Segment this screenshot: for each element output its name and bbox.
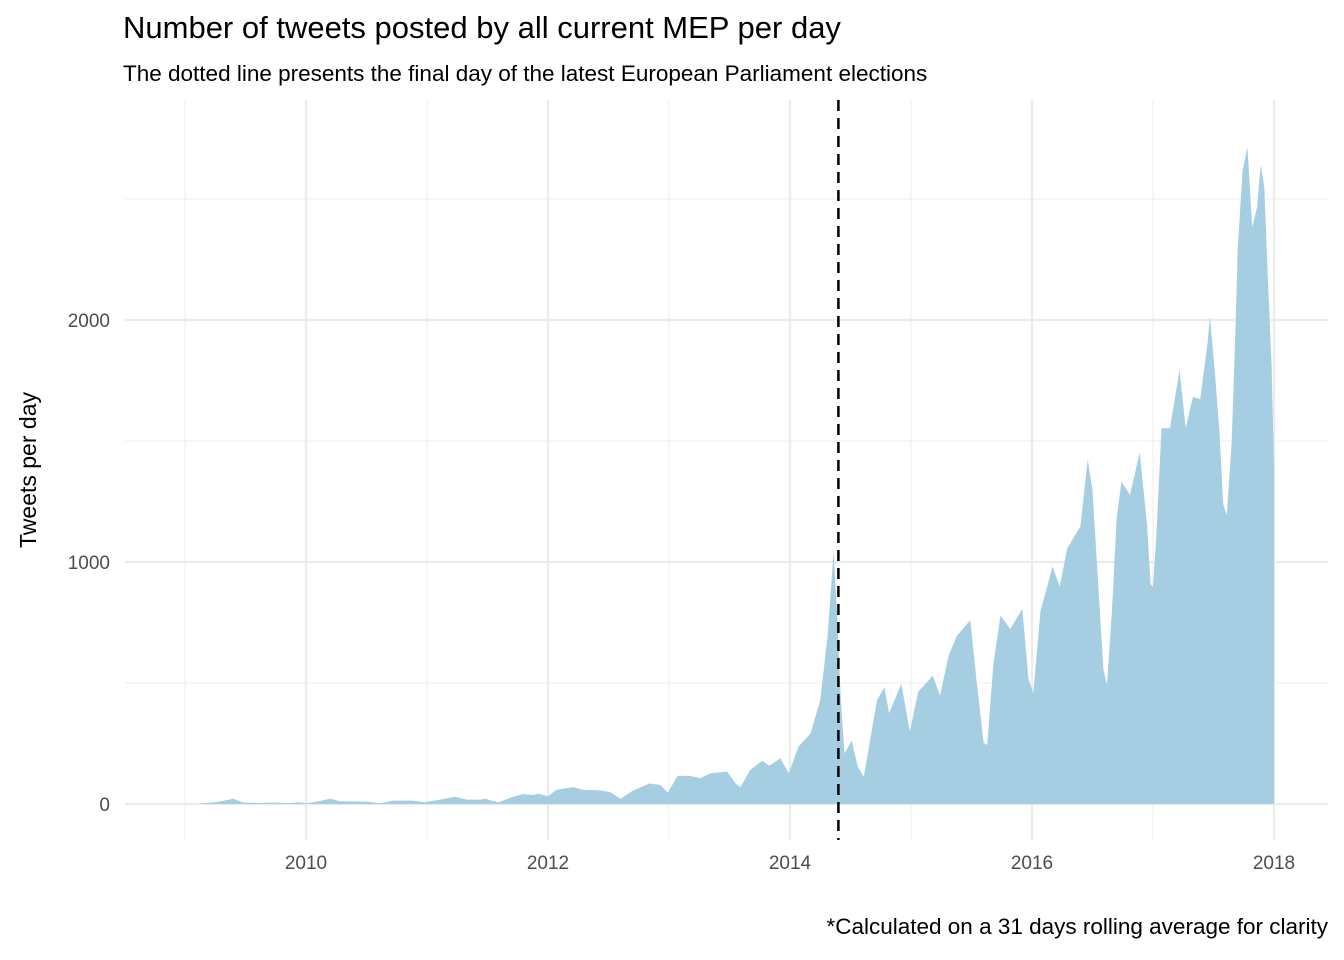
chart-title: Number of tweets posted by all current M…: [123, 10, 841, 45]
y-tick-label: 2000: [68, 311, 110, 332]
y-axis-label: Tweets per day: [15, 392, 41, 548]
x-tick-label: 2014: [769, 853, 812, 874]
y-tick-label: 0: [99, 795, 110, 816]
y-tick-label: 1000: [68, 553, 110, 574]
y-axis-ticks: 0 1000 2000: [68, 311, 110, 816]
x-tick-label: 2010: [285, 853, 327, 874]
chart-subtitle: The dotted line presents the final day o…: [123, 61, 928, 86]
x-tick-label: 2016: [1011, 853, 1053, 874]
tweets-area: [199, 146, 1274, 804]
gridlines: [125, 100, 1328, 840]
x-tick-label: 2012: [527, 853, 569, 874]
x-tick-label: 2018: [1253, 853, 1295, 874]
chart-caption: *Calculated on a 31 days rolling average…: [826, 914, 1328, 939]
series-area: [199, 146, 1274, 804]
x-axis-ticks: 2010 2012 2014 2016 2018: [285, 853, 1295, 874]
